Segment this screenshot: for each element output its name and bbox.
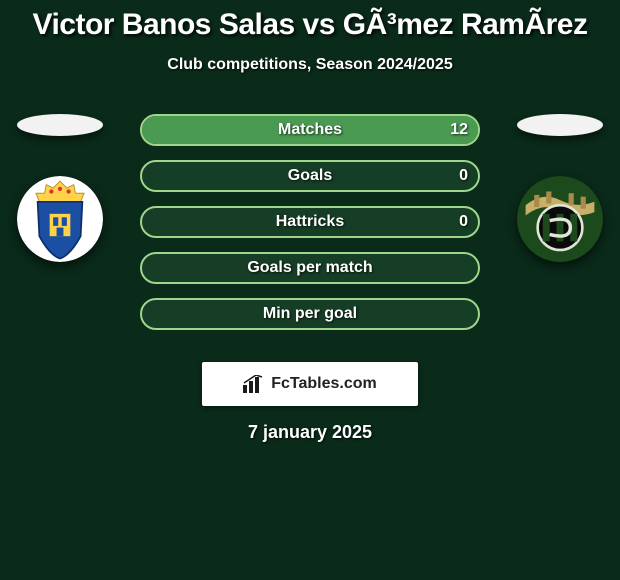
page-title: Victor Banos Salas vs GÃ³mez RamÃ­rez: [0, 8, 620, 42]
stat-bar: Goals per match: [140, 252, 480, 284]
stat-bar-right-value: 0: [459, 213, 468, 231]
stat-bar-right-value: 12: [450, 121, 468, 139]
stat-bar-label: Goals per match: [247, 259, 372, 277]
brand-text: FcTables.com: [271, 375, 377, 393]
brand-bar-icon: [243, 375, 265, 393]
stat-bar-label: Goals: [288, 167, 332, 185]
brand-box[interactable]: FcTables.com: [202, 362, 418, 406]
left-player-chip: [17, 114, 103, 136]
left-club-badge: [17, 176, 103, 262]
stat-bar-label: Matches: [278, 121, 342, 139]
stat-bar-label: Min per goal: [263, 305, 357, 323]
right-player-chip: [517, 114, 603, 136]
stat-bar-right-value: 0: [459, 167, 468, 185]
comparison-body: Matches 12 Goals 0 Hattricks 0 Goals per match…: [0, 114, 620, 344]
comparison-card: Victor Banos Salas vs GÃ³mez RamÃ­rez Cl…: [0, 0, 620, 580]
left-club-crest-icon: [17, 176, 103, 262]
right-club-badge: [517, 176, 603, 262]
stat-bar: Goals 0: [140, 160, 480, 192]
stat-bar-label: Hattricks: [276, 213, 344, 231]
date-line: 7 january 2025: [0, 422, 620, 443]
stat-bar: Matches 12: [140, 114, 480, 146]
stat-bar: Min per goal: [140, 298, 480, 330]
right-player-col: [500, 114, 620, 262]
stat-bars: Matches 12 Goals 0 Hattricks 0 Goals per match…: [140, 114, 480, 344]
subtitle: Club competitions, Season 2024/2025: [0, 56, 620, 74]
left-player-col: [0, 114, 120, 262]
right-club-crest-icon: [517, 176, 603, 262]
stat-bar: Hattricks 0: [140, 206, 480, 238]
